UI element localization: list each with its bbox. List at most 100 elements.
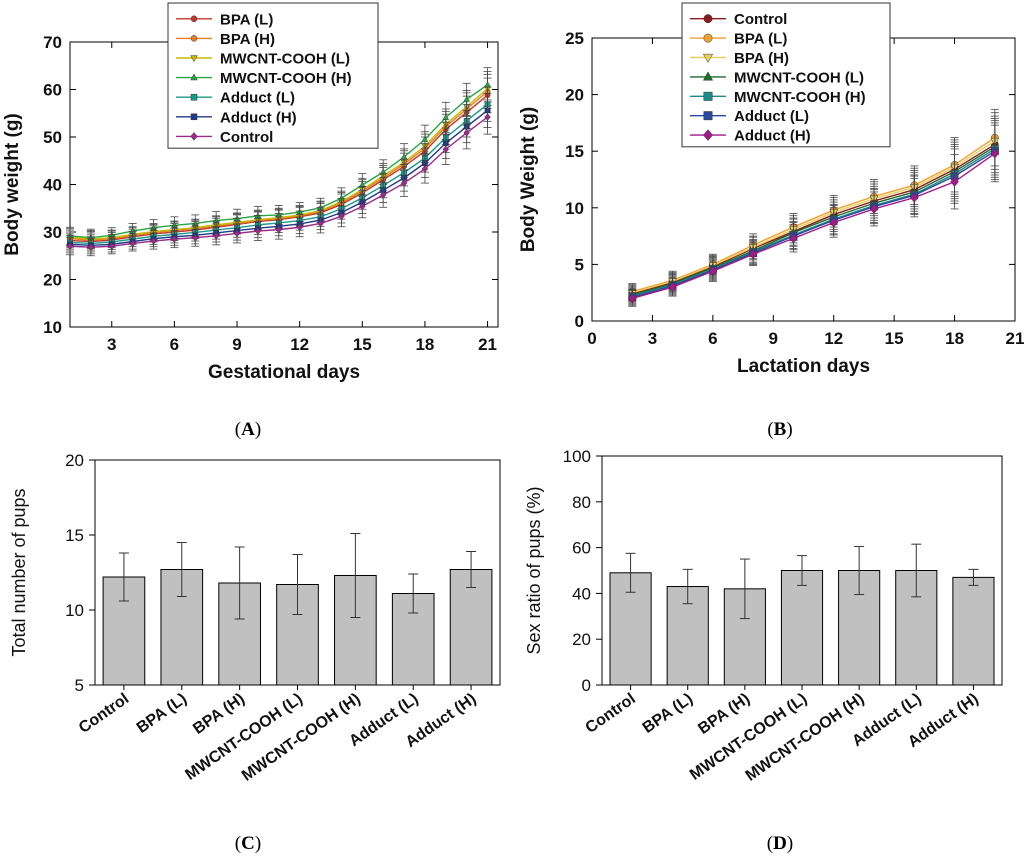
y-tick-label: 40 [572, 584, 591, 603]
data-point [950, 176, 959, 187]
series-line [632, 140, 996, 294]
y-tick-label: 10 [65, 601, 84, 620]
x-tick-label: 18 [945, 329, 964, 348]
series-control [66, 99, 492, 257]
legend-label: Control [220, 129, 273, 146]
bar [449, 569, 493, 686]
legend-marker [702, 53, 714, 64]
legend-label: Adduct (L) [734, 108, 809, 125]
data-point [829, 217, 839, 228]
data-point [708, 266, 718, 277]
legend: Control BPA (L) BPA (H) MWCNT-COOH (L) MWCNT… [681, 2, 891, 148]
y-tick-label: 0 [575, 312, 584, 331]
y-tick-label: 0 [582, 676, 591, 695]
data-point [484, 81, 491, 88]
series-adduct-h- [627, 124, 1000, 307]
series-line [632, 148, 996, 297]
data-point [400, 179, 408, 187]
y-axis-label: Body Weight (g) [518, 107, 539, 252]
y-tick-label: 40 [43, 176, 62, 195]
y-tick-label: 10 [43, 318, 62, 337]
y-tick-label: 5 [75, 676, 84, 695]
legend-marker [190, 73, 198, 81]
data-point [484, 113, 491, 121]
legend-marker [703, 14, 713, 24]
y-axis-label: Body weight (g) [2, 113, 23, 255]
y-tick-label: 25 [565, 29, 584, 48]
panel-label-b: (B) [767, 419, 792, 440]
y-tick-label: 15 [565, 142, 584, 161]
data-point [296, 223, 303, 232]
legend-label: Adduct (H) [220, 109, 297, 126]
y-tick-label: 15 [65, 526, 84, 545]
legend-label: MWCNT-COOH (L) [220, 51, 350, 68]
data-point [909, 192, 919, 203]
legend-marker [190, 132, 198, 141]
legend-label: Adduct (L) [220, 90, 295, 107]
legend-label: BPA (L) [220, 11, 273, 28]
panel-label-a: (A) [235, 419, 261, 440]
x-tick-label: 6 [708, 329, 717, 348]
legend-marker [703, 129, 713, 141]
legend-marker [703, 111, 713, 121]
data-point [87, 243, 95, 251]
series-line [632, 146, 996, 296]
y-tick-label: 20 [65, 451, 84, 470]
legend-marker [703, 33, 713, 43]
y-tick-label: 20 [43, 271, 62, 290]
data-point [789, 233, 798, 244]
legend-box [167, 2, 379, 149]
data-point [254, 227, 262, 235]
chart-panel-c: 5 10 15 20 Total number of pups Control BPA (L… [9, 451, 501, 785]
data-point [108, 242, 115, 251]
legend-marker [703, 91, 713, 101]
x-tick-label: Control [76, 690, 132, 737]
legend-marker [190, 35, 198, 42]
data-point [233, 229, 241, 238]
y-tick-label: 10 [565, 199, 584, 218]
x-tick-label: BPA (L) [640, 690, 696, 737]
data-point [421, 135, 429, 142]
panel-label-c: (C) [235, 833, 261, 854]
series-line [632, 152, 996, 300]
legend-label: MWCNT-COOH (H) [734, 89, 866, 106]
legend-label: BPA (H) [734, 50, 789, 67]
series-line [632, 150, 996, 298]
data-point [338, 212, 345, 221]
data-point [442, 113, 450, 120]
x-axis-label: Lactation days [737, 356, 870, 377]
y-tick-label: 30 [43, 223, 62, 242]
y-tick-label: 60 [43, 81, 62, 100]
data-point [66, 242, 74, 251]
legend-label: BPA (L) [734, 31, 787, 48]
chart-panel-a: 10 20 30 40 50 60 70 3 6 9 12 15 18 21 Gestational day… [2, 2, 499, 383]
data-point [990, 148, 1000, 159]
data-point [192, 233, 199, 242]
x-tick-label: 21 [478, 335, 497, 354]
data-point [150, 237, 157, 245]
legend-label: MWCNT-COOH (L) [734, 69, 864, 86]
legend-box [681, 2, 891, 148]
data-point [869, 203, 879, 214]
x-tick-label: 15 [885, 329, 904, 348]
data-point [379, 191, 387, 199]
y-axis-label: Total number of pups [9, 488, 29, 656]
data-point [668, 281, 677, 293]
x-axis-label: Gestational days [208, 362, 360, 383]
x-tick-label: Control [583, 690, 639, 737]
y-tick-label: 60 [572, 539, 591, 558]
series-line [632, 137, 996, 293]
bar [952, 576, 995, 686]
bar [780, 570, 824, 686]
panel-label-d: (D) [767, 833, 793, 854]
x-tick-label: 9 [232, 335, 241, 354]
data-point [212, 232, 220, 240]
legend-marker [190, 55, 198, 63]
legend: BPA (L) BPA (H) MWCNT-COOH (L) MWCNT-COOH (… [167, 2, 379, 149]
x-tick-label: BPA (L) [134, 690, 190, 737]
x-tick-label: 0 [587, 329, 596, 348]
y-axis-label: Sex ratio of pups (%) [524, 486, 544, 654]
data-point [421, 165, 429, 173]
data-point [627, 293, 637, 304]
